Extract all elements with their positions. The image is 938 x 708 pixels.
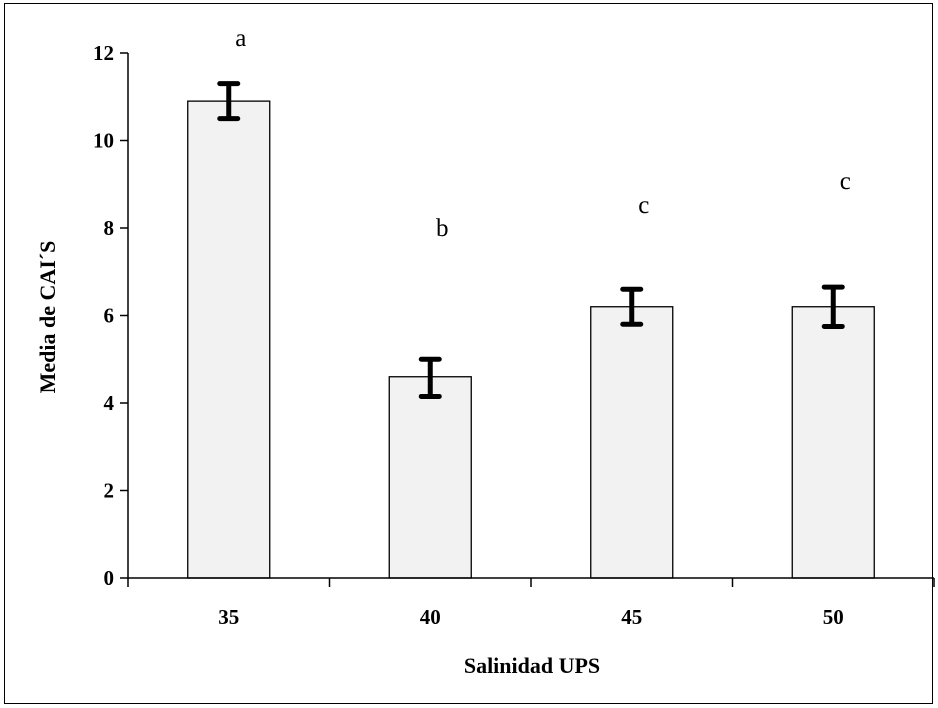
bar-40 — [388, 376, 472, 579]
error-bar-35 — [217, 81, 241, 122]
x-ticks-group: 35 40 45 50 — [127, 578, 935, 629]
x-tick-label-40: 40 — [420, 605, 441, 629]
chart-frame — [4, 3, 933, 704]
y-axis-title: Media de CAI´S — [35, 241, 60, 394]
y-tick-label-8: 8 — [104, 216, 115, 240]
error-bar-50 — [821, 284, 845, 329]
y-tick-label-6: 6 — [104, 304, 115, 328]
bar-35 — [187, 100, 271, 579]
y-ticks-group: 0 2 4 6 8 10 12 — [93, 41, 128, 590]
significance-label-45: c — [638, 192, 649, 219]
bars-group — [187, 100, 875, 579]
y-tick-label-10: 10 — [93, 129, 114, 153]
x-tick-label-50: 50 — [823, 605, 844, 629]
x-tick-label-45: 45 — [621, 605, 642, 629]
y-tick-label-0: 0 — [104, 566, 115, 590]
significance-label-35: a — [235, 25, 246, 52]
y-tick-label-4: 4 — [104, 391, 115, 415]
x-tick-label-35: 35 — [218, 605, 239, 629]
bar-45 — [590, 306, 674, 579]
x-axis-title: Salinidad UPS — [464, 653, 600, 678]
error-bars-group — [217, 81, 845, 399]
significance-label-40: b — [436, 215, 449, 242]
significance-labels-group: a b c c — [235, 25, 851, 242]
y-tick-label-12: 12 — [93, 41, 114, 65]
significance-label-50: c — [840, 168, 851, 195]
bar-50 — [791, 306, 875, 579]
y-tick-label-2: 2 — [104, 479, 115, 503]
error-bar-45 — [620, 286, 644, 327]
error-bar-40 — [418, 356, 442, 399]
